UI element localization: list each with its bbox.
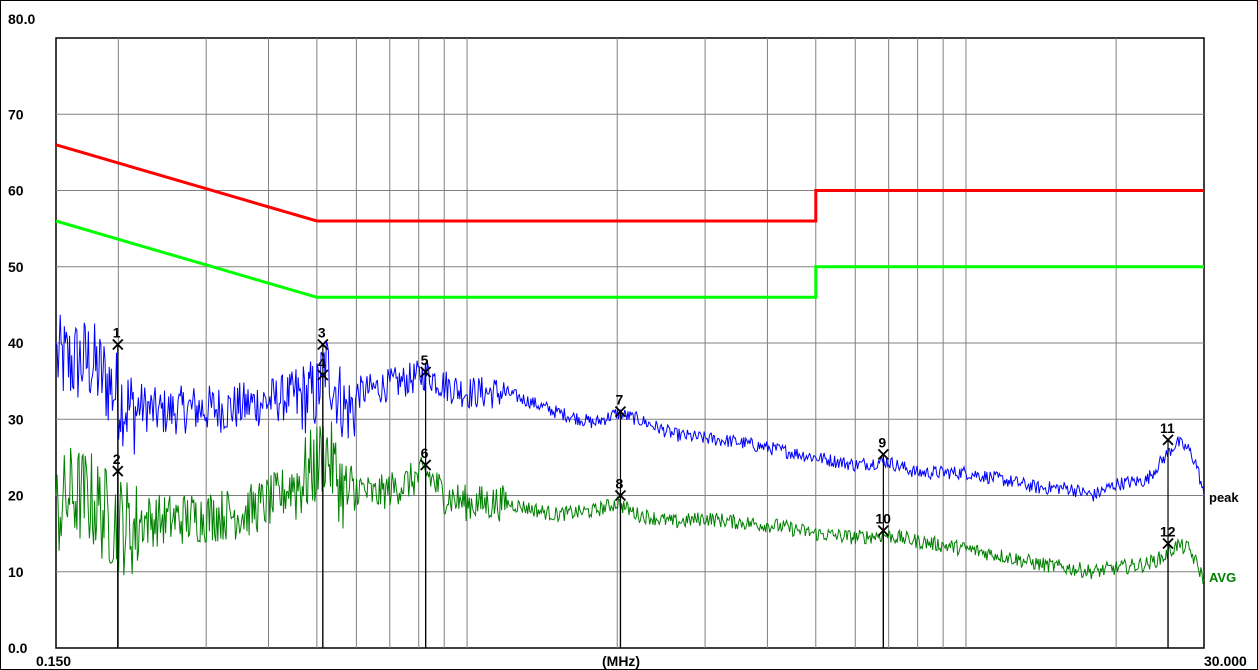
y-tick-label: 30 <box>8 411 24 427</box>
marker-cross <box>317 338 329 351</box>
trace-peak <box>55 314 1205 502</box>
marker-cross <box>877 448 889 460</box>
y-tick-label: 20 <box>8 488 24 504</box>
marker-cross <box>877 524 889 537</box>
limit-line <box>55 219 1204 299</box>
marker-label: 3 <box>318 325 326 341</box>
marker-cross <box>1162 434 1174 446</box>
marker-cross <box>1162 537 1174 550</box>
marker-label: 10 <box>875 511 891 527</box>
avg-trace-label: AVG <box>1209 570 1236 585</box>
marker-label: 7 <box>615 392 623 408</box>
y-tick-label: 50 <box>8 259 24 275</box>
x-axis-unit-label: (MHz) <box>602 653 640 669</box>
marker-label: 4 <box>318 355 326 371</box>
x-tick-label-left: 0.150 <box>36 653 71 669</box>
marker-label: 9 <box>878 434 886 450</box>
marker-label: 6 <box>421 445 429 461</box>
marker-cross <box>614 489 627 502</box>
y-tick-label: 70 <box>8 106 24 122</box>
measurement-traces <box>55 314 1205 585</box>
marker-label: 11 <box>1160 420 1175 436</box>
marker-label: 5 <box>421 352 429 368</box>
marker-cross <box>614 405 627 418</box>
x-tick-label-right: 30.000 <box>1204 653 1247 669</box>
marker-cross <box>112 338 124 351</box>
y-tick-label: 60 <box>8 183 24 199</box>
y-tick-label: 0.0 <box>8 640 28 656</box>
trace-avg <box>55 421 1205 585</box>
x-axis-labels: 0.150 (MHz) 30.000 <box>36 653 1247 669</box>
marker-cross <box>112 465 124 477</box>
marker-cross <box>317 369 329 381</box>
y-axis-labels: 80.0 70 60 50 40 30 20 10 0.0 <box>8 11 35 656</box>
y-tick-label: 40 <box>8 335 24 351</box>
peak-trace-label: peak <box>1209 490 1239 505</box>
marker-cross <box>419 459 432 471</box>
limit-lines <box>55 143 1204 299</box>
marker-label: 1 <box>113 325 121 341</box>
marker-cross <box>419 366 432 378</box>
y-tick-label: 10 <box>8 564 24 580</box>
limit-line <box>55 143 1204 223</box>
marker-label: 8 <box>615 476 623 492</box>
marker-label: 2 <box>113 451 121 467</box>
marker-label: 12 <box>1160 524 1176 540</box>
y-tick-label: 80.0 <box>8 11 35 27</box>
